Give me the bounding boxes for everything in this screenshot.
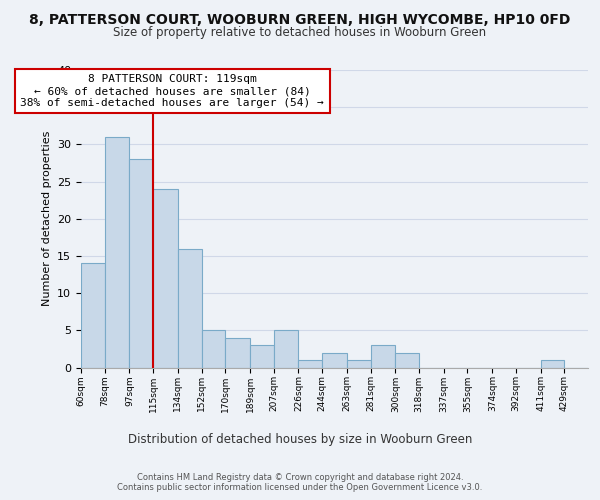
Bar xyxy=(225,338,250,368)
Bar xyxy=(298,360,322,368)
Bar xyxy=(104,137,130,368)
Bar xyxy=(130,159,153,368)
Bar xyxy=(395,352,419,368)
Text: Distribution of detached houses by size in Wooburn Green: Distribution of detached houses by size … xyxy=(128,432,472,446)
Bar xyxy=(178,248,202,368)
Text: Contains HM Land Registry data © Crown copyright and database right 2024.
Contai: Contains HM Land Registry data © Crown c… xyxy=(118,472,482,492)
Text: 8, PATTERSON COURT, WOOBURN GREEN, HIGH WYCOMBE, HP10 0FD: 8, PATTERSON COURT, WOOBURN GREEN, HIGH … xyxy=(29,12,571,26)
Bar xyxy=(541,360,565,368)
Y-axis label: Number of detached properties: Number of detached properties xyxy=(41,131,52,306)
Bar xyxy=(153,189,178,368)
Bar xyxy=(202,330,225,368)
Bar xyxy=(322,352,347,368)
Bar xyxy=(371,345,395,368)
Text: 8 PATTERSON COURT: 119sqm
← 60% of detached houses are smaller (84)
38% of semi-: 8 PATTERSON COURT: 119sqm ← 60% of detac… xyxy=(20,74,324,108)
Bar xyxy=(274,330,298,368)
Text: Size of property relative to detached houses in Wooburn Green: Size of property relative to detached ho… xyxy=(113,26,487,39)
Bar xyxy=(250,345,274,368)
Bar xyxy=(347,360,371,368)
Bar xyxy=(81,264,104,368)
